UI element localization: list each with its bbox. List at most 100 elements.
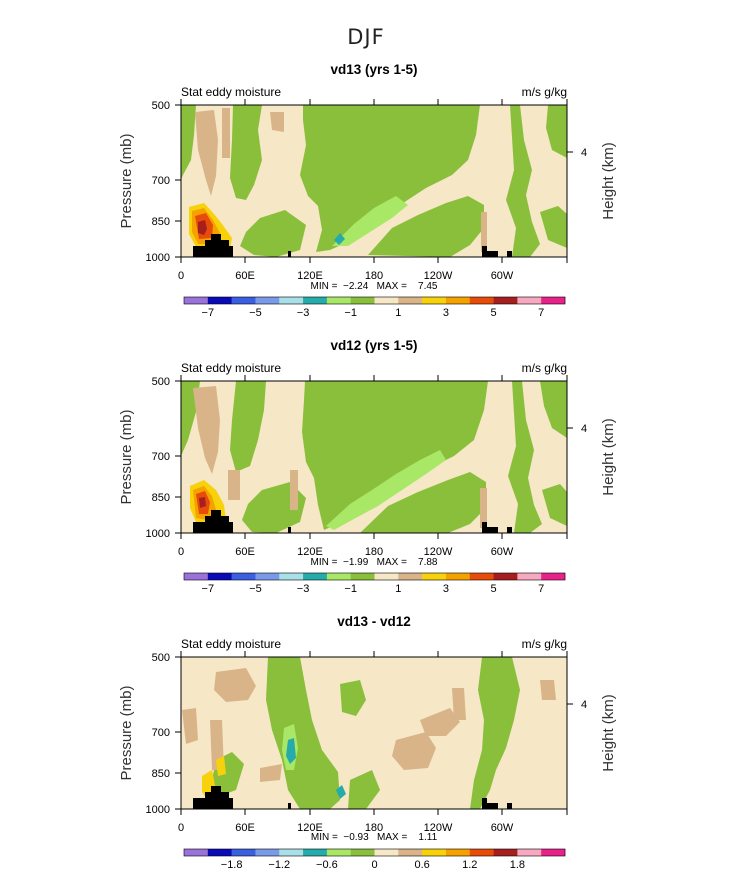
contour-tan — [222, 108, 230, 158]
heatmap-field — [181, 105, 567, 257]
colorbar-label: −3 — [297, 307, 310, 319]
colorbar-label: 1.2 — [462, 859, 477, 871]
colorbar-swatch — [184, 297, 209, 304]
x-tick-labels: 0 60E 120E 180 120W 60W — [178, 822, 514, 834]
land-mask — [482, 246, 498, 257]
colorbar-swatch — [493, 849, 518, 856]
colorbar-frame — [183, 848, 566, 857]
land-mask — [482, 522, 498, 533]
contour-green — [546, 105, 567, 158]
y-tick-label: 700 — [152, 175, 170, 187]
colorbar-swatch — [184, 573, 209, 580]
contour-tan — [210, 720, 224, 770]
colorbar-label: 3 — [443, 307, 449, 319]
x-tick-label: 180 — [365, 822, 383, 834]
colorbar: −1.8 −1.2 −0.6 0 0.6 1.2 1.8 — [183, 848, 566, 871]
colorbar-swatch — [445, 297, 471, 304]
colorbar-swatch — [231, 573, 256, 580]
colorbar-label: 1.8 — [510, 859, 525, 871]
contour-green — [540, 206, 567, 248]
colorbar-label: −1 — [344, 583, 357, 595]
axis-ticks — [175, 99, 573, 263]
land-mask — [193, 786, 233, 809]
colorbar-swatch — [231, 849, 256, 856]
axis-ticks — [175, 375, 573, 539]
contour-green — [348, 770, 380, 809]
x-tick-label: 120W — [424, 546, 453, 558]
panel-units-label: m/s g/kg — [522, 85, 567, 99]
land-mask — [288, 527, 291, 533]
contour-teal — [286, 738, 296, 764]
colorbar-swatch — [398, 849, 423, 856]
colorbar-swatch — [350, 849, 375, 856]
colorbar-swatch — [469, 849, 494, 856]
colorbar-swatch — [303, 849, 328, 856]
contour-tan — [392, 732, 436, 770]
contour-tan — [290, 470, 298, 510]
contour-tan — [420, 708, 460, 736]
colorbar-swatch — [350, 573, 375, 580]
x-tick-label: 180 — [365, 546, 383, 558]
land-mask — [482, 798, 498, 809]
min-max-stats: MIN = −2.24 MAX = 7.45 — [310, 281, 437, 292]
y-tick-labels: 500 700 850 1000 4 — [146, 100, 588, 264]
y-right-axis-label: Height (km) — [600, 142, 617, 220]
contour-tan — [481, 212, 487, 252]
land-mask — [507, 251, 512, 257]
colorbar-label: −5 — [249, 307, 262, 319]
colorbar-label: 0 — [371, 859, 377, 871]
contour-yellow — [216, 756, 226, 776]
y-right-tick-label: 4 — [581, 147, 587, 159]
contour-light-green — [332, 196, 408, 246]
x-tick-label: 0 — [178, 546, 184, 558]
colorbar-swatch — [374, 297, 399, 304]
colorbar-swatch — [422, 849, 447, 856]
x-tick-label: 60E — [235, 270, 255, 282]
contour-green — [230, 381, 266, 472]
panel-diff: vd13 - vd12 Stat eddy moisture m/s g/kg — [118, 614, 617, 871]
colorbar-swatch — [422, 297, 447, 304]
colorbar-label: 3 — [443, 583, 449, 595]
contour-tan — [270, 112, 284, 132]
y-tick-label: 500 — [152, 376, 170, 388]
heatmap-field — [181, 657, 567, 809]
contour-light-green — [326, 450, 446, 530]
colorbar-swatch — [207, 297, 232, 304]
y-tick-label: 850 — [152, 216, 170, 228]
colorbar-swatch — [207, 849, 232, 856]
contour-green — [302, 381, 488, 530]
colorbar: −7 −5 −3 −1 1 3 5 7 — [183, 296, 566, 319]
colorbar-label: −1 — [344, 307, 357, 319]
min-max-stats: MIN = −1.99 MAX = 7.88 — [310, 557, 437, 568]
colorbar-swatch — [517, 573, 542, 580]
contour-teal — [336, 785, 346, 799]
x-tick-label: 0 — [178, 270, 184, 282]
contour-dark-red — [198, 220, 207, 235]
land-mask — [288, 803, 291, 809]
x-tick-labels: 0 60E 120E 180 120W 60W — [178, 270, 514, 282]
x-tick-label: 180 — [365, 270, 383, 282]
colorbar-swatch — [469, 573, 494, 580]
colorbar-label: −1.8 — [221, 859, 243, 871]
colorbar-swatch — [231, 297, 256, 304]
y-tick-label: 700 — [152, 727, 170, 739]
colorbar-swatch — [374, 573, 399, 580]
colorbar-swatch — [398, 297, 423, 304]
colorbar-swatch — [303, 297, 328, 304]
y-right-tick-label: 4 — [581, 423, 587, 435]
figure-title: DJF — [347, 25, 384, 49]
x-tick-labels: 0 60E 120E 180 120W 60W — [178, 546, 514, 558]
colorbar: −7 −5 −3 −1 1 3 5 7 — [183, 572, 566, 595]
y-tick-label: 1000 — [146, 252, 170, 264]
colorbar-swatch — [445, 849, 471, 856]
colorbar-frame — [183, 296, 566, 305]
colorbar-swatch — [541, 297, 566, 304]
x-tick-label: 0 — [178, 822, 184, 834]
x-tick-label: 60W — [491, 270, 514, 282]
y-tick-labels: 500 700 850 1000 4 — [146, 376, 588, 540]
contour-green — [340, 680, 366, 716]
colorbar-label: −3 — [297, 583, 310, 595]
colorbar-label: 1 — [395, 307, 401, 319]
contour-tan — [540, 680, 556, 700]
colorbar-swatch — [279, 849, 304, 856]
